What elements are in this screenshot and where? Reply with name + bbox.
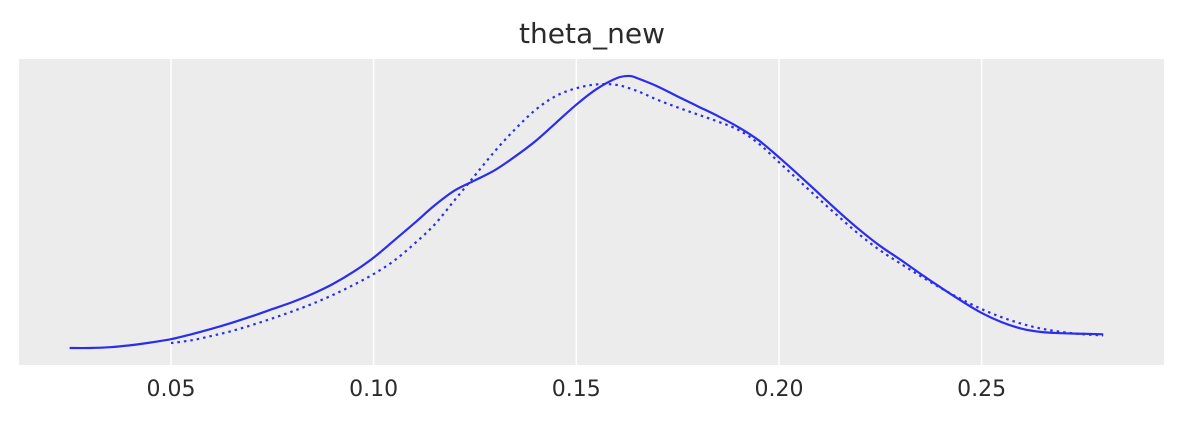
x-tick-labels: 0.05 0.10 0.15 0.20 0.25 [146,377,1006,402]
plot-area-background [19,59,1164,365]
x-tick-label: 0.05 [146,377,195,402]
chart-title: theta_new [519,17,665,50]
x-tick-label: 0.25 [957,377,1006,402]
density-curves [69,74,1104,350]
x-grid-lines [170,59,983,365]
x-tick-label: 0.20 [754,377,803,402]
density-curve-dotted [170,82,1104,345]
x-tick-label: 0.15 [552,377,601,402]
x-tick-label: 0.10 [349,377,398,402]
density-curve-solid [69,74,1104,350]
